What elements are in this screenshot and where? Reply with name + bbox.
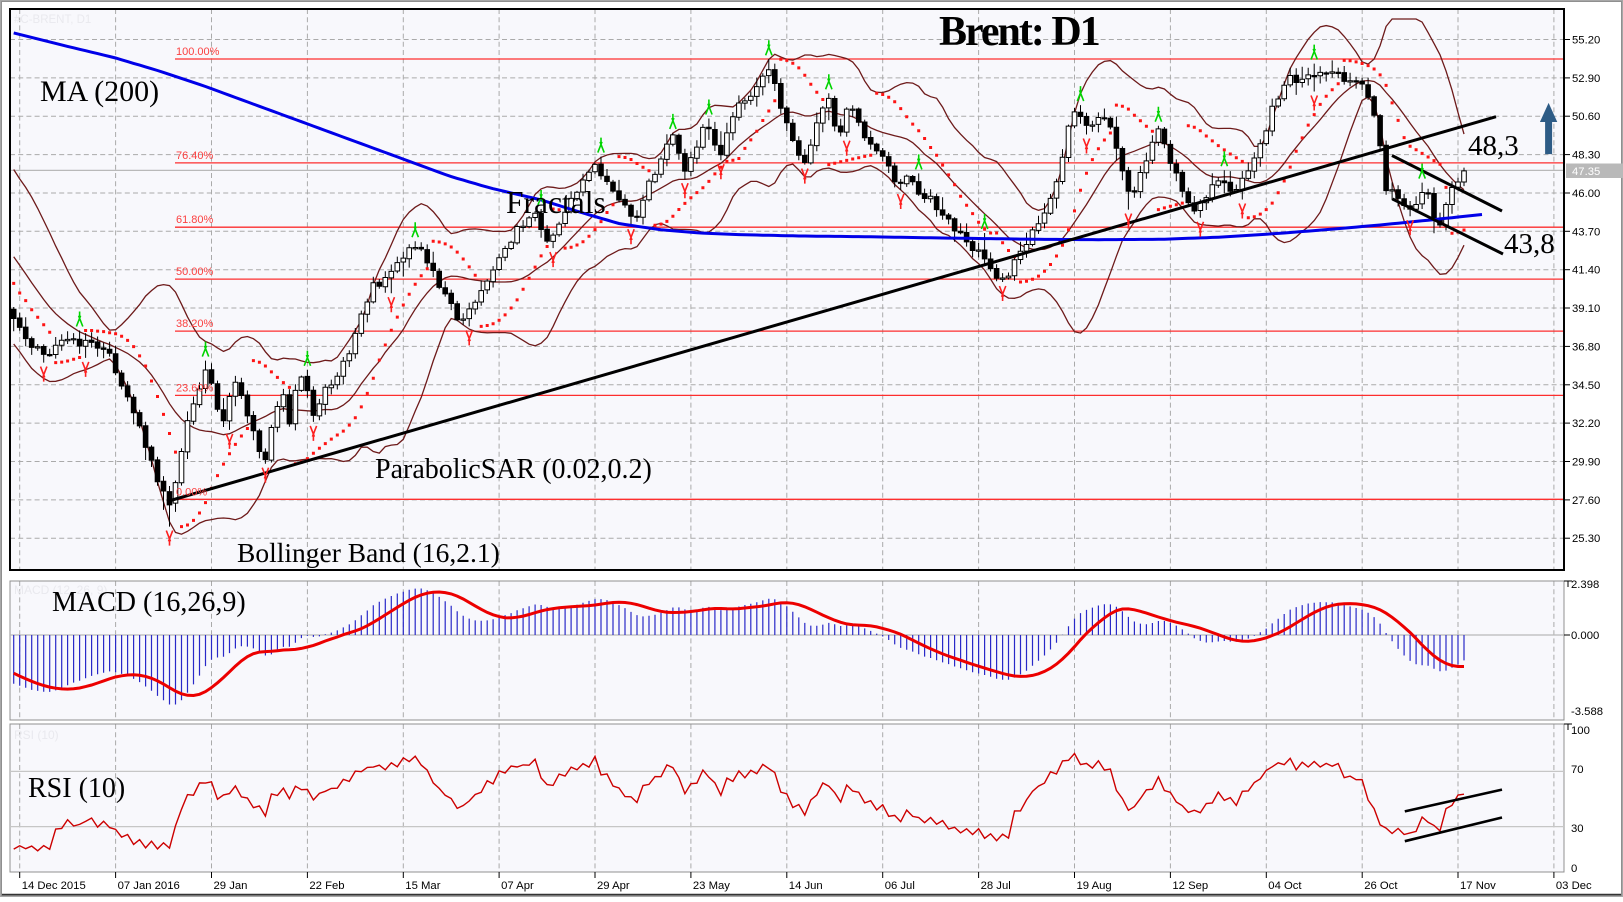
svg-text:30: 30: [1571, 823, 1584, 835]
svg-text:29 Jan: 29 Jan: [214, 880, 248, 892]
svg-text:19 Aug: 19 Aug: [1077, 880, 1112, 892]
svg-text:2.398: 2.398: [1571, 579, 1599, 591]
svg-text:07 Jan 2016: 07 Jan 2016: [118, 880, 180, 892]
svg-text:RSI (10): RSI (10): [14, 728, 59, 742]
svg-text:Brent: D1: Brent: D1: [939, 9, 1099, 55]
svg-text:ParabolicSAR (0.02,0.2): ParabolicSAR (0.02,0.2): [375, 454, 652, 485]
svg-text:23.60%: 23.60%: [176, 382, 214, 394]
svg-text:39.10: 39.10: [1572, 303, 1600, 315]
svg-text:41.40: 41.40: [1572, 265, 1600, 277]
svg-text:52.90: 52.90: [1572, 73, 1600, 85]
svg-text:MA (200): MA (200): [40, 75, 159, 108]
svg-text:MACD (12, 26, 9): MACD (12, 26, 9): [14, 583, 107, 597]
svg-text:25.30: 25.30: [1572, 533, 1600, 545]
svg-text:50.60: 50.60: [1572, 111, 1600, 123]
svg-text:27.60: 27.60: [1572, 495, 1600, 507]
svg-text:100.00%: 100.00%: [176, 46, 220, 58]
svg-text:38.20%: 38.20%: [176, 318, 214, 330]
svg-text:03 Dec: 03 Dec: [1556, 880, 1592, 892]
svg-text:RSI (10): RSI (10): [28, 773, 125, 804]
svg-text:48.30: 48.30: [1572, 150, 1600, 162]
svg-text:17 Nov: 17 Nov: [1460, 880, 1496, 892]
svg-text:23 May: 23 May: [693, 880, 730, 892]
svg-text:70: 70: [1571, 764, 1584, 776]
svg-text:Fractals: Fractals: [506, 185, 606, 220]
svg-text:46.00: 46.00: [1572, 188, 1600, 200]
svg-text:28 Jul: 28 Jul: [981, 880, 1011, 892]
svg-text:100: 100: [1571, 725, 1590, 737]
svg-text:34.50: 34.50: [1572, 380, 1600, 392]
svg-text:43,8: 43,8: [1504, 228, 1555, 260]
svg-text:76.40%: 76.40%: [176, 150, 214, 162]
svg-text:0: 0: [1571, 863, 1577, 875]
svg-text:29 Apr: 29 Apr: [597, 880, 630, 892]
svg-text:12 Sep: 12 Sep: [1172, 880, 1208, 892]
svg-text:06 Jul: 06 Jul: [885, 880, 915, 892]
svg-text:Bollinger Band (16,2.1): Bollinger Band (16,2.1): [237, 537, 500, 568]
svg-text:43.70: 43.70: [1572, 226, 1600, 238]
svg-text:-3.588: -3.588: [1571, 706, 1603, 718]
svg-text:0.00%: 0.00%: [176, 486, 207, 498]
svg-text:26 Oct: 26 Oct: [1364, 880, 1398, 892]
svg-text:04 Oct: 04 Oct: [1268, 880, 1302, 892]
svg-text:15 Mar: 15 Mar: [405, 880, 440, 892]
svg-text:50.00%: 50.00%: [176, 266, 214, 278]
svg-text:#C-BRENT, D1: #C-BRENT, D1: [14, 14, 91, 26]
svg-text:32.20: 32.20: [1572, 418, 1600, 430]
svg-text:MACD (16,26,9): MACD (16,26,9): [52, 587, 246, 618]
svg-text:07 Apr: 07 Apr: [501, 880, 534, 892]
svg-text:47.35: 47.35: [1572, 166, 1600, 178]
svg-text:0.000: 0.000: [1571, 630, 1599, 642]
svg-text:61.80%: 61.80%: [176, 214, 214, 226]
svg-text:36.80: 36.80: [1572, 341, 1600, 353]
svg-text:14 Dec 2015: 14 Dec 2015: [22, 880, 86, 892]
svg-text:48,3: 48,3: [1468, 130, 1519, 162]
svg-text:14 Jun: 14 Jun: [789, 880, 823, 892]
svg-text:22 Feb: 22 Feb: [309, 880, 344, 892]
svg-text:55.20: 55.20: [1572, 35, 1600, 47]
svg-text:29.90: 29.90: [1572, 457, 1600, 469]
